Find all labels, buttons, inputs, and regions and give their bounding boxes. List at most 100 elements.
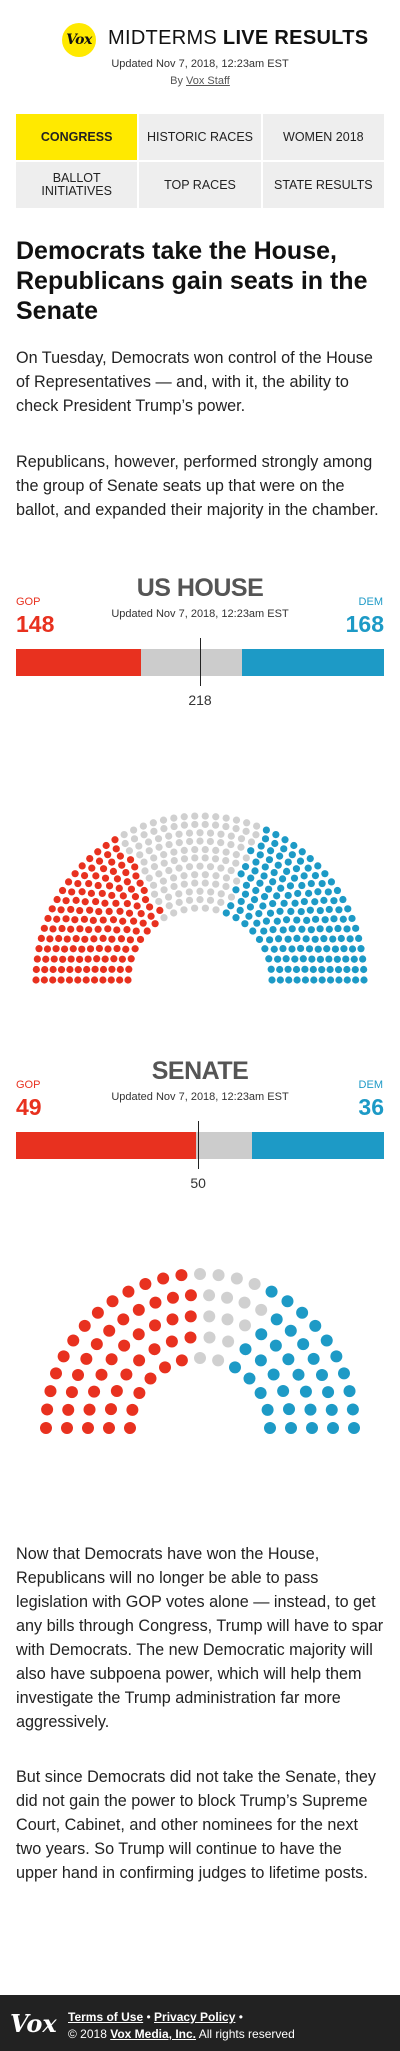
seat-dot: [123, 878, 131, 886]
nav-state-results[interactable]: STATE RESULTS: [262, 162, 384, 208]
seat-dot: [266, 847, 275, 855]
seat-dot: [333, 886, 342, 895]
footer-separator: •: [143, 2010, 155, 2024]
seat-dot: [103, 1422, 115, 1434]
seat-dot: [74, 966, 82, 974]
seat-dot: [270, 868, 278, 877]
seat-dot: [122, 868, 130, 877]
seat-dot: [194, 1268, 206, 1280]
seat-dot: [120, 1368, 133, 1381]
terms-of-use-link[interactable]: Terms of Use: [68, 2010, 144, 2024]
vox-logo[interactable]: Vox: [62, 23, 96, 57]
seat-dot: [261, 835, 270, 843]
seat-dot: [111, 836, 119, 844]
seat-dot: [143, 927, 151, 935]
seat-dot: [94, 881, 102, 890]
seat-dot: [331, 945, 340, 953]
seat-dot: [42, 955, 50, 963]
seat-dot: [136, 879, 144, 887]
seat-dot: [74, 976, 82, 984]
seat-dot: [185, 896, 194, 904]
author-link[interactable]: Vox Staff: [186, 75, 230, 87]
seat-dot: [164, 893, 173, 901]
seat-dot: [91, 965, 99, 973]
seat-dot: [291, 899, 299, 907]
nav-top-races[interactable]: TOP RACES: [139, 162, 261, 208]
seat-dot: [110, 1384, 123, 1397]
footer-vox-logo[interactable]: Vox: [10, 2009, 57, 2038]
seat-dot: [159, 1361, 171, 1374]
seat-dot: [330, 897, 338, 905]
seat-dot: [67, 955, 75, 963]
seat-dot: [43, 945, 52, 953]
vox-media-link[interactable]: Vox Media, Inc.: [110, 2027, 197, 2041]
privacy-policy-link[interactable]: Privacy Policy: [154, 2010, 236, 2024]
seat-dot: [147, 912, 155, 920]
seat-dot: [237, 843, 245, 851]
seat-dot: [346, 1403, 359, 1416]
seat-dot: [327, 1422, 339, 1434]
seat-dot: [49, 976, 57, 984]
seat-dot: [90, 976, 99, 984]
seat-dot: [87, 889, 95, 897]
nav-congress[interactable]: CONGRESS: [16, 114, 138, 160]
seat-dot: [325, 1403, 338, 1416]
seat-dot: [89, 916, 97, 925]
seat-dot: [185, 888, 193, 896]
seat-dot: [132, 872, 140, 880]
seat-dot: [133, 1387, 146, 1399]
seat-dot: [343, 976, 351, 984]
seat-dot: [110, 955, 118, 963]
seat-dot: [144, 1372, 157, 1385]
seat-dot: [125, 965, 133, 973]
seat-dot: [86, 854, 94, 863]
title-prefix: MIDTERMS: [108, 27, 223, 49]
seat-dot: [166, 1291, 179, 1304]
senate-tally: GOP 49 SENATE Updated Nov 7, 2018, 12:23…: [0, 1057, 400, 1127]
seat-dot: [60, 945, 69, 953]
seat-dot: [124, 976, 132, 984]
seat-dot: [299, 955, 307, 963]
seat-dot: [149, 1296, 162, 1309]
seat-dot: [72, 1369, 85, 1382]
seat-dot: [88, 1385, 101, 1398]
seat-dot: [352, 976, 360, 984]
seat-dot: [217, 890, 225, 898]
seat-dot: [324, 888, 332, 896]
seat-dot: [355, 934, 363, 942]
seat-dot: [343, 1385, 356, 1398]
seat-dot: [276, 907, 284, 915]
seat-dot: [104, 945, 112, 953]
seat-dot: [314, 945, 322, 953]
seat-dot: [255, 1303, 268, 1316]
nav-women-2018[interactable]: WOMEN 2018: [262, 114, 384, 160]
seat-dot: [82, 976, 90, 984]
house-results-bar: [16, 649, 384, 676]
seat-dot: [160, 886, 168, 894]
nav-historic-races[interactable]: HISTORIC RACES: [139, 114, 261, 160]
seat-dot: [268, 976, 276, 984]
seat-dot: [133, 1354, 146, 1367]
seat-dot: [304, 1403, 317, 1416]
nav-ballot-initiatives[interactable]: BALLOT INITIATIVES: [16, 162, 138, 208]
seat-dot: [288, 851, 296, 859]
seat-dot: [109, 867, 117, 875]
seat-dot: [139, 1278, 152, 1291]
senate-bar-undecided: [196, 1132, 252, 1159]
seat-dot: [323, 945, 331, 953]
house-gop-count: 148: [16, 611, 55, 637]
seat-dot: [265, 856, 274, 864]
seat-dot: [94, 925, 102, 933]
seat-dot: [279, 944, 287, 953]
seat-dot: [277, 1384, 290, 1397]
seat-dot: [94, 848, 102, 856]
seat-dot: [71, 916, 79, 924]
seat-dot: [155, 843, 163, 851]
seat-dot: [273, 892, 281, 900]
seat-dot: [95, 944, 103, 953]
seat-dot: [306, 854, 314, 863]
house-bar-gop: [16, 649, 142, 676]
footer-copyright: © 2018 Vox Media, Inc. All rights reserv…: [68, 2027, 295, 2041]
seat-dot: [307, 1352, 320, 1365]
seat-dot: [48, 905, 56, 913]
